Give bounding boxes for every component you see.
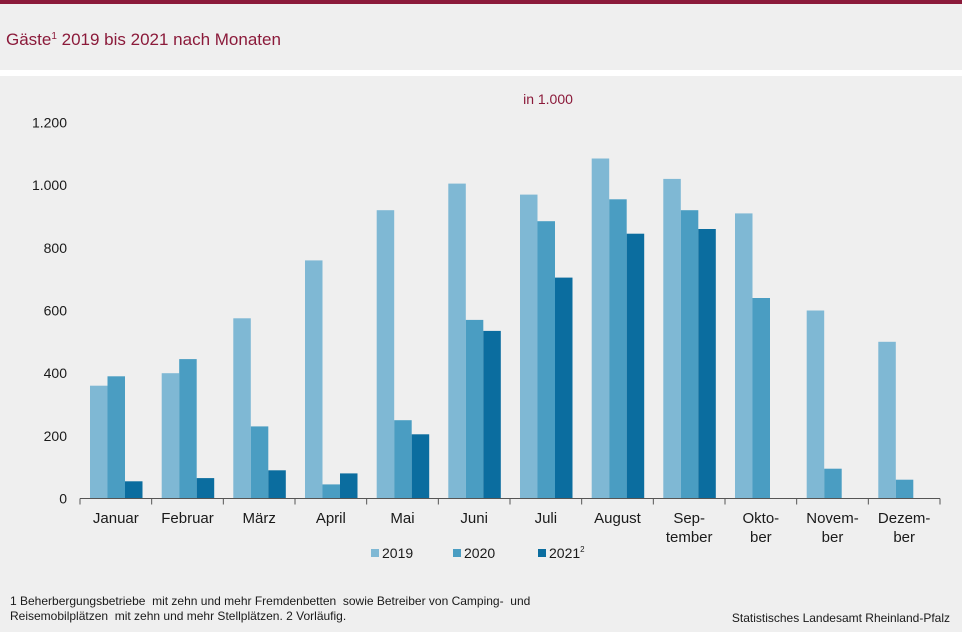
bar-2021 [125, 481, 143, 499]
x-category-label: April [316, 510, 346, 527]
bar-2020 [824, 468, 842, 499]
bar-2020 [752, 298, 770, 499]
source-note: Statistisches Landesamt Rheinland-Pfalz [731, 611, 950, 625]
bar-2020 [465, 319, 484, 499]
bar-2021 [340, 473, 358, 499]
legend-swatch-2020 [453, 549, 461, 557]
bar-2020 [322, 484, 340, 499]
x-category-label: Februar [161, 510, 214, 527]
x-category-label: Okto- [742, 510, 779, 527]
x-category-label: ber [750, 529, 772, 546]
bar-2021 [555, 277, 573, 499]
y-tick-label: 600 [44, 303, 68, 319]
bar-2020 [680, 210, 699, 499]
x-category-label: Januar [93, 510, 139, 527]
y-tick-label: 200 [44, 428, 68, 444]
legend-swatch-2019 [371, 549, 379, 557]
bar-2019 [878, 341, 896, 499]
x-category-label: tember [666, 529, 713, 546]
x-category-label: Mai [390, 510, 414, 527]
bar-2019 [663, 178, 681, 499]
bar-2021 [483, 330, 501, 499]
y-tick-label: 800 [44, 240, 68, 256]
x-category-label: August [594, 510, 642, 527]
header-separator [0, 70, 962, 76]
top-rule [0, 0, 962, 4]
bar-2019 [90, 385, 108, 499]
bar-2019 [376, 210, 395, 499]
bar-2020 [179, 359, 197, 499]
legend-label-2021: 20212 [549, 545, 585, 561]
x-category-label: ber [822, 529, 844, 546]
x-category-label: Juni [460, 510, 488, 527]
bar-2021 [698, 229, 716, 499]
bar-2021 [626, 233, 645, 499]
bar-2021 [196, 478, 215, 499]
bar-2020 [609, 199, 627, 499]
bar-2020 [537, 221, 555, 499]
bar-2019 [591, 158, 610, 499]
bar-2021 [268, 470, 286, 499]
bar-2019 [520, 194, 538, 499]
chart-title: Gäste1 2019 bis 2021 nach Monaten [6, 30, 281, 49]
y-tick-label: 400 [44, 365, 68, 381]
chart-subtitle: in 1.000 [523, 91, 573, 107]
bar-2019 [806, 310, 825, 499]
legend-swatch-2021 [538, 549, 546, 557]
footnote: 1 Beherbergungsbetriebe mit zehn und meh… [10, 594, 531, 623]
bar-2020 [250, 426, 269, 499]
bar-2019 [233, 318, 251, 499]
x-category-label: ber [893, 529, 915, 546]
bar-2019 [448, 183, 466, 499]
header: Gäste1 2019 bis 2021 nach Monaten [0, 4, 962, 70]
x-category-label: Novem- [806, 510, 859, 527]
bar-2019 [735, 213, 753, 499]
x-category-label: Juli [535, 510, 558, 527]
bar-2020 [394, 420, 412, 499]
bar-2019 [305, 260, 323, 499]
legend-label-2019: 2019 [382, 545, 413, 561]
legend-label-2020: 2020 [464, 545, 495, 561]
bar-2020 [107, 376, 125, 499]
y-tick-label: 1.000 [32, 177, 67, 193]
bar-2020 [895, 479, 914, 499]
y-tick-label: 0 [59, 491, 67, 507]
bar-2019 [161, 373, 180, 499]
y-tick-label: 1.200 [32, 115, 67, 131]
bar-2021 [411, 434, 430, 499]
x-category-label: März [242, 510, 275, 527]
x-category-label: Sep- [673, 510, 705, 527]
x-category-label: Dezem- [878, 510, 931, 527]
